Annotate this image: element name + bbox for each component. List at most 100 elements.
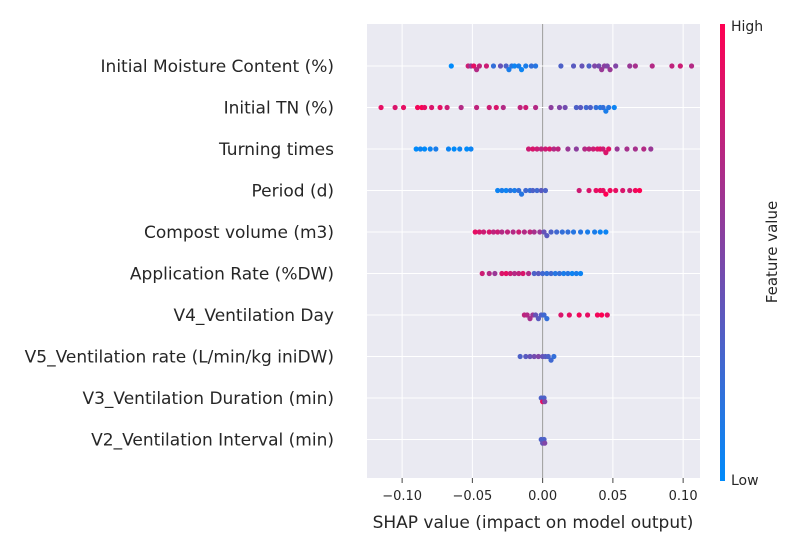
feature-label: V5_Ventilation rate (L/min/kg iniDW) <box>25 348 334 368</box>
shap-point <box>540 270 546 277</box>
shap-point <box>527 353 533 360</box>
shap-point <box>586 63 592 69</box>
colorbar-high-label: High <box>731 19 763 35</box>
shap-point <box>524 312 530 318</box>
shap-point <box>486 104 492 111</box>
shap-point <box>593 187 599 194</box>
feature-label: Compost volume (m3) <box>144 223 334 243</box>
shap-point <box>573 104 579 111</box>
shap-point <box>606 104 612 111</box>
shap-point <box>525 270 532 277</box>
shap-point <box>473 67 480 73</box>
shap-point <box>499 270 505 277</box>
feature-label: V3_Ventilation Duration (min) <box>82 389 334 409</box>
shap-point <box>632 187 638 194</box>
shap-point <box>548 229 554 235</box>
shap-point <box>497 63 504 69</box>
shap-point <box>688 63 695 69</box>
feature-label: Turning times <box>218 140 334 160</box>
feature-label: Initial Moisture Content (%) <box>101 57 334 77</box>
shap-point <box>632 63 638 69</box>
shap-point <box>503 63 509 69</box>
shap-point <box>558 312 564 318</box>
shap-point <box>648 146 654 152</box>
shap-point <box>603 150 609 156</box>
plot-area <box>367 24 700 478</box>
shap-point <box>535 316 542 322</box>
shap-point <box>493 104 499 111</box>
data-points <box>378 63 695 446</box>
shap-point <box>476 229 483 235</box>
shap-point <box>586 146 592 152</box>
shap-point <box>533 63 539 69</box>
shap-point <box>548 357 554 363</box>
shap-point <box>392 104 398 111</box>
shap-point <box>500 104 506 111</box>
shap-point <box>565 146 571 152</box>
shap-point <box>604 312 610 318</box>
feature-label: V2_Ventilation Interval (min) <box>91 431 334 451</box>
shap-point <box>511 270 518 277</box>
shap-point <box>562 104 568 111</box>
shap-point <box>551 353 557 360</box>
shap-point <box>641 146 647 152</box>
shap-point <box>599 67 605 73</box>
shap-point <box>542 187 549 194</box>
shap-point <box>555 146 561 152</box>
shap-point <box>490 63 497 69</box>
shap-point <box>511 63 518 69</box>
shap-point <box>531 270 537 277</box>
shap-point <box>576 312 582 318</box>
shap-point <box>561 270 567 277</box>
shap-point <box>516 229 522 235</box>
shap-point <box>517 353 523 360</box>
shap-point <box>542 440 548 446</box>
shap-point <box>516 63 522 69</box>
shap-point <box>600 146 606 152</box>
shap-point <box>530 146 536 152</box>
shap-point <box>483 63 490 69</box>
shap-point <box>538 146 544 152</box>
shap-point <box>627 187 633 194</box>
shap-point <box>554 229 560 235</box>
shap-point <box>544 316 550 322</box>
shap-point <box>544 270 550 277</box>
shap-point <box>547 146 553 152</box>
feature-label: Application Rate (%DW) <box>130 265 334 285</box>
shap-point <box>504 229 511 235</box>
shap-point <box>444 104 450 111</box>
shap-point <box>565 229 571 235</box>
shap-point <box>548 104 554 111</box>
shap-point <box>414 104 421 111</box>
shap-point <box>586 187 592 194</box>
shap-point <box>611 104 617 111</box>
shap-point <box>525 146 532 152</box>
shap-point <box>490 229 497 235</box>
shap-point <box>569 270 575 277</box>
shap-point <box>613 187 619 194</box>
shap-point <box>604 63 610 69</box>
shap-point <box>590 146 596 152</box>
shap-point <box>606 146 612 152</box>
shap-point <box>620 187 626 194</box>
shap-point <box>458 104 464 111</box>
shap-point <box>517 104 523 111</box>
x-tick-label: 0.10 <box>669 489 698 504</box>
shap-point <box>541 229 547 235</box>
shap-point <box>518 191 525 197</box>
shap-point <box>437 104 443 111</box>
shap-point <box>531 229 537 235</box>
x-tick-label: 0.00 <box>528 489 557 504</box>
shap-point <box>632 146 638 152</box>
x-axis-ticks: −0.10 −0.05 0.00 0.05 0.10 <box>382 478 698 504</box>
shap-point <box>400 104 407 111</box>
shap-point <box>507 187 513 194</box>
shap-point <box>624 146 630 152</box>
shap-point <box>551 146 557 152</box>
shap-point <box>544 233 550 239</box>
shap-point <box>523 187 529 194</box>
shap-point <box>570 63 577 69</box>
x-tick-label: 0.05 <box>598 489 627 504</box>
shap-point <box>503 270 509 277</box>
shap-point <box>597 229 603 235</box>
